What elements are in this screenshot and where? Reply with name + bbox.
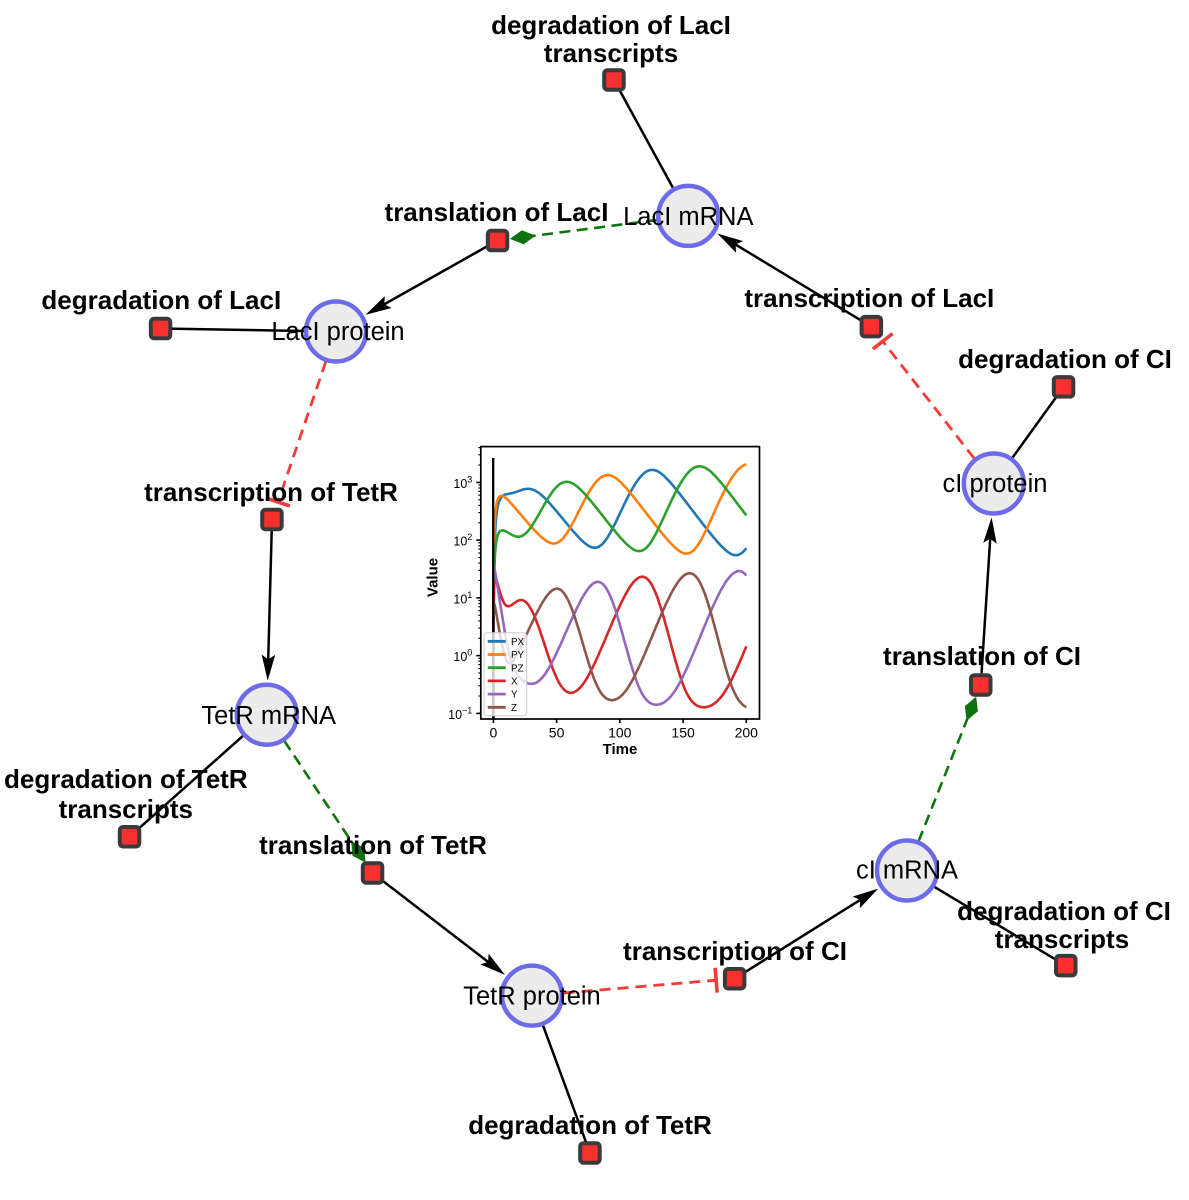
svg-text:100: 100	[608, 724, 632, 740]
svg-text:translation of TetR: translation of TetR	[259, 830, 487, 860]
svg-text:degradation of CI: degradation of CI	[958, 344, 1172, 374]
svg-text:cI mRNA: cI mRNA	[856, 857, 958, 885]
svg-text:X: X	[511, 677, 518, 688]
svg-text:transcripts: transcripts	[544, 38, 678, 68]
svg-text:cI protein: cI protein	[943, 470, 1048, 498]
svg-text:TetR protein: TetR protein	[463, 983, 601, 1011]
svg-text:degradation of TetR: degradation of TetR	[468, 1110, 712, 1140]
svg-text:degradation of LacI: degradation of LacI	[491, 10, 731, 40]
svg-text:0: 0	[490, 724, 498, 740]
svg-text:103: 103	[453, 474, 472, 491]
svg-text:transcripts: transcripts	[59, 794, 193, 824]
svg-text:10−1: 10−1	[448, 705, 472, 722]
svg-text:100: 100	[453, 648, 472, 665]
svg-text:LacI protein: LacI protein	[271, 318, 404, 346]
svg-text:Y: Y	[511, 690, 518, 701]
svg-text:transcription of LacI: transcription of LacI	[744, 283, 994, 313]
svg-text:150: 150	[671, 724, 695, 740]
svg-text:PY: PY	[511, 650, 525, 661]
svg-text:degradation of TetR: degradation of TetR	[4, 764, 248, 794]
svg-text:PZ: PZ	[511, 663, 524, 674]
svg-text:PX: PX	[511, 637, 525, 648]
svg-text:transcription of CI: transcription of CI	[623, 936, 847, 966]
svg-text:Value: Value	[424, 558, 441, 597]
svg-text:101: 101	[453, 590, 472, 607]
svg-text:translation of LacI: translation of LacI	[385, 197, 609, 227]
svg-text:LacI mRNA: LacI mRNA	[623, 203, 753, 231]
svg-text:Z: Z	[511, 703, 517, 714]
svg-text:Time: Time	[603, 741, 638, 758]
svg-text:TetR mRNA: TetR mRNA	[201, 702, 336, 730]
svg-text:102: 102	[453, 532, 472, 549]
svg-text:transcripts: transcripts	[995, 924, 1129, 954]
svg-text:200: 200	[735, 724, 759, 740]
svg-text:transcription of TetR: transcription of TetR	[144, 477, 398, 507]
svg-text:50: 50	[549, 724, 565, 740]
svg-text:degradation of LacI: degradation of LacI	[41, 285, 281, 315]
svg-text:translation of CI: translation of CI	[883, 641, 1081, 671]
svg-text:degradation of CI: degradation of CI	[957, 896, 1171, 926]
